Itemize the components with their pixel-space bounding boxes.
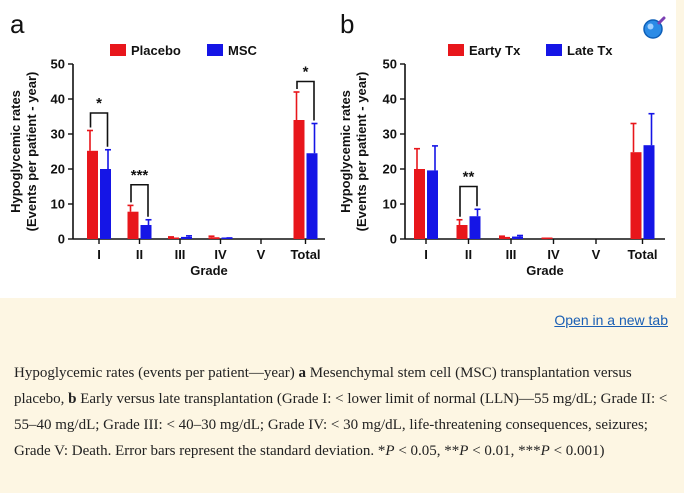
panel-a-bar (208, 237, 220, 239)
panel-a-bar (127, 211, 139, 239)
panel-b-ylabel-line2: (Events per patient - year) (354, 72, 369, 232)
panel-b-y-tick-label: 50 (383, 57, 397, 72)
panel-a-y-tick-label: 50 (51, 57, 65, 72)
panel-b-xlabel: Grade (526, 263, 564, 278)
panel-b-legend-label: Late Tx (567, 43, 613, 58)
panel-b-x-tick-label: V (592, 247, 601, 262)
panel-a-y-tick-label: 30 (51, 127, 65, 142)
panel-a-sig-bracket (130, 183, 149, 217)
panel-a-xlabel: Grade (190, 263, 228, 278)
panel-b-bar (427, 170, 438, 239)
figure-panel: a 0 10 20 30 40 50 Hypoglycemic rates (Events pe… (0, 0, 676, 298)
panel-b-x-tick-label: Total (627, 247, 657, 262)
panel-a-ylabel-line1: Hypoglycemic rates (8, 90, 23, 213)
panel-a-bar (87, 150, 98, 239)
panel-a-x-tick-label: V (257, 247, 266, 262)
panel-a-y-tick-label: 20 (51, 162, 65, 177)
panel-b-x-tick-label: IV (547, 247, 560, 262)
panel-b-bar (630, 152, 642, 239)
panel-b-y-tick-label: 40 (383, 92, 397, 107)
panel-b-legend-label: Earty Tx (469, 43, 521, 58)
panel-a-sig-label: *** (131, 167, 149, 184)
panel-b-y-tick-label: 0 (390, 232, 397, 247)
panel-b-bar (414, 169, 425, 239)
panel-b-bar (512, 236, 523, 239)
panel-b-legend-swatch (448, 44, 464, 56)
panel-b-ylabel-line1: Hypoglycemic rates (338, 90, 353, 213)
panel-a-legend-swatch (110, 44, 126, 56)
panel-a-bar (168, 237, 179, 239)
panel-a-y-tick-label: 10 (51, 197, 65, 212)
panel-a-x-tick-label: IV (214, 247, 227, 262)
panel-a-bar (100, 169, 111, 239)
panel-a-bar (293, 120, 305, 239)
panel-a-ylabel-line2: (Events per patient - year) (24, 72, 39, 232)
panel-b-bar (499, 236, 510, 239)
panel-b-legend-swatch (546, 44, 562, 56)
panel-b-letter: b (340, 9, 354, 39)
panel-b-x-tick-label: II (465, 247, 472, 262)
panel-a-y-tick-label: 0 (58, 232, 65, 247)
panel-a-bar (140, 225, 152, 239)
panel-a-legend-swatch (207, 44, 223, 56)
panel-b-y-tick-label: 20 (383, 162, 397, 177)
panel-b-y-tick-label: 30 (383, 127, 397, 142)
open-in-new-tab-link[interactable]: Open in a new tab (554, 312, 668, 328)
panel-a-x-tick-label: II (136, 247, 143, 262)
panel-a-legend-label: Placebo (131, 43, 181, 58)
panel-a-sig-label: * (96, 95, 102, 112)
panel-a-x-tick-label: I (97, 247, 101, 262)
panel-a-sig-bracket (296, 80, 315, 121)
panel-b-sig-label: ** (463, 169, 475, 186)
panel-a-bar (306, 153, 318, 239)
panel-b-x-tick-label: I (424, 247, 428, 262)
panel-a-x-tick-label: III (175, 247, 186, 262)
magnifier-icon[interactable] (640, 14, 668, 42)
panel-b-bar (643, 145, 655, 239)
panel-b-sig-bracket (459, 185, 478, 217)
panel-a-sig-label: * (303, 64, 309, 81)
figure-caption: Hypoglycemic rates (events per patient—y… (14, 365, 668, 459)
panel-b-bar (469, 216, 481, 239)
panel-a-sig-bracket (89, 112, 109, 147)
panel-b-x-tick-label: III (506, 247, 517, 262)
panel-a-letter: a (10, 9, 25, 39)
panel-a-bar (181, 236, 192, 239)
panel-a-x-tick-label: Total (290, 247, 320, 262)
panel-a-legend-label: MSC (228, 43, 258, 58)
panel-b-y-tick-label: 10 (383, 197, 397, 212)
panel-a-y-tick-label: 40 (51, 92, 65, 107)
panel-b-bar (456, 225, 468, 239)
